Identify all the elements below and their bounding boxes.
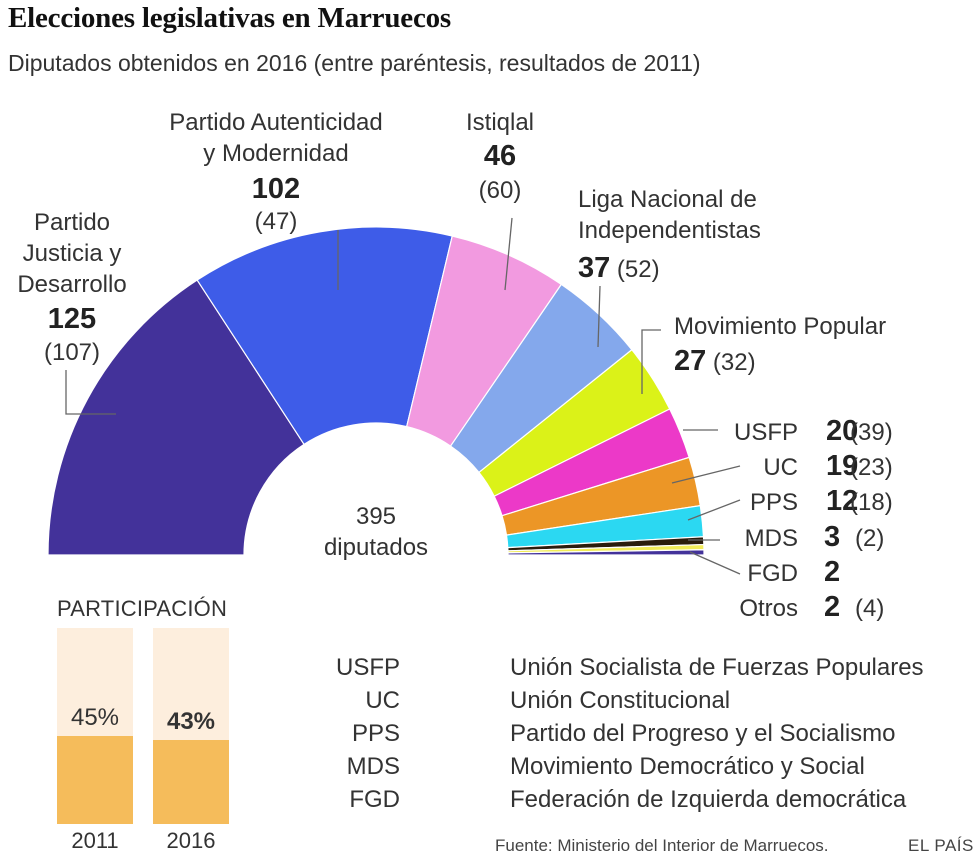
party-name-line: Justicia y [23, 240, 122, 267]
party-name-line: y Modernidad [203, 140, 348, 167]
seat-count: 125 [48, 303, 96, 335]
seat-count-2011: (18) [850, 489, 893, 516]
chart-title: Elecciones legislativas en Marruecos [8, 2, 452, 34]
leader-lines [65, 217, 741, 575]
seat-count-2011: (4) [855, 595, 884, 622]
seat-count: 19 [826, 450, 858, 482]
brand-logo-text: EL PAÍS [908, 836, 974, 855]
seat-segment-partido-justicia-y-desarrollo [47, 279, 305, 556]
seat-count-2011: (47) [255, 208, 298, 235]
glossary-name: Unión Constitucional [510, 687, 731, 714]
party-name-line: Liga Nacional de [578, 186, 757, 213]
leader-line [689, 551, 741, 575]
leader-line [65, 370, 116, 415]
seat-count-2011: (23) [850, 454, 893, 481]
leader-line [671, 465, 741, 484]
party-name-line: Partido [34, 209, 110, 236]
glossary-abbr: FGD [349, 786, 400, 813]
seat-count: 2 [824, 591, 840, 623]
source-note: Fuente: Ministerio del Interior de Marru… [495, 836, 829, 855]
party-name-line: Istiqlal [466, 109, 534, 136]
seat-count: 12 [826, 485, 858, 517]
glossary-name: Movimiento Democrático y Social [510, 753, 865, 780]
seat-count: 102 [252, 173, 300, 205]
seat-count-2011: (39) [850, 419, 893, 446]
party-labels: Partido Justicia y Desarrollo 125 (107) Parti… [17, 109, 892, 623]
center-seat-total: 395 [356, 503, 396, 530]
seat-count-2011: (52) [610, 256, 659, 283]
participation-bar-2011 [57, 628, 133, 824]
seat-count: 46 [484, 140, 516, 172]
seat-segment-partido-autenticidad-y-modernidad [196, 226, 453, 446]
seat-count: 3 [824, 521, 840, 553]
glossary-abbr: UC [365, 687, 400, 714]
participation-title: PARTICIPACIÓN [57, 596, 228, 621]
center-label: 395 diputados [324, 503, 428, 561]
seat-count: 27 [674, 345, 706, 377]
leader-line [641, 329, 661, 394]
center-seat-caption: diputados [324, 534, 428, 561]
leader-line [597, 285, 601, 348]
seat-segment-otros [507, 549, 705, 556]
party-seat-line: 37 (52) [578, 252, 660, 284]
seat-count-2011: (32) [706, 349, 755, 376]
leader-line [687, 499, 741, 521]
seat-count-2011: (107) [44, 339, 100, 366]
seat-count-2011: (2) [855, 525, 884, 552]
party-abbr-label: USFP [734, 419, 798, 446]
participation-value-2011: 45% [70, 703, 120, 731]
glossary-name: Federación de Izquierda democrática [510, 786, 907, 813]
participation-value-2016: 43% [166, 707, 216, 735]
participation-bar-2016 [153, 628, 229, 824]
glossary-name: Unión Socialista de Fuerzas Populares [510, 654, 924, 681]
participation-fill-2011 [57, 735, 133, 824]
seat-segments [47, 226, 705, 556]
participation-year-2011: 2011 [71, 828, 119, 853]
glossary-abbr: MDS [346, 753, 400, 780]
leader-line [504, 217, 513, 291]
party-abbr-label: PPS [750, 489, 798, 516]
chart-subtitle: Diputados obtenidos en 2016 (entre parén… [8, 50, 701, 76]
party-abbr-label: UC [763, 454, 798, 481]
party-abbr-label: MDS [745, 525, 798, 552]
glossary-abbr: USFP [335, 654, 400, 681]
party-name-line: Independentistas [578, 217, 761, 244]
glossary-name: Partido del Progreso y el Socialismo [510, 720, 896, 747]
seat-count-2011: (60) [479, 177, 522, 204]
glossary-abbr: PPS [351, 720, 400, 747]
seat-count: 20 [826, 415, 858, 447]
party-name-line: Movimiento Popular [674, 313, 886, 340]
party-abbr-label: Otros [739, 595, 798, 622]
party-seat-line: 27 (32) [674, 345, 756, 377]
participation-year-2016: 2016 [166, 828, 216, 853]
seat-count: 2 [824, 556, 840, 588]
seat-count: 37 [578, 252, 610, 284]
party-name-line: Desarrollo [17, 271, 126, 298]
participation-fill-2016 [153, 739, 229, 824]
parliament-chart: Partido Justicia y Desarrollo 125 (107) Parti… [17, 109, 892, 623]
party-name-line: Partido Autenticidad [169, 109, 382, 136]
party-abbr-label: FGD [747, 560, 798, 587]
